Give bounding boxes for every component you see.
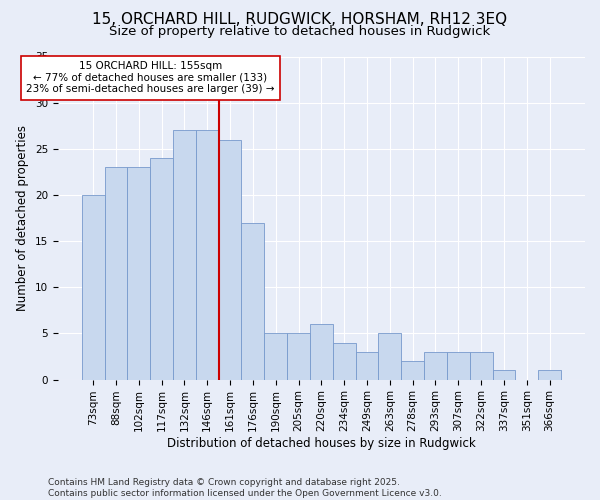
Bar — [447, 352, 470, 380]
Bar — [470, 352, 493, 380]
Bar — [538, 370, 561, 380]
Bar — [287, 334, 310, 380]
Bar — [310, 324, 333, 380]
Bar — [150, 158, 173, 380]
Bar — [356, 352, 379, 380]
Bar — [264, 334, 287, 380]
Bar — [424, 352, 447, 380]
Text: 15 ORCHARD HILL: 155sqm
← 77% of detached houses are smaller (133)
23% of semi-d: 15 ORCHARD HILL: 155sqm ← 77% of detache… — [26, 61, 274, 94]
Bar — [493, 370, 515, 380]
Bar — [241, 222, 264, 380]
Bar — [401, 361, 424, 380]
Bar — [196, 130, 218, 380]
Text: 15, ORCHARD HILL, RUDGWICK, HORSHAM, RH12 3EQ: 15, ORCHARD HILL, RUDGWICK, HORSHAM, RH1… — [92, 12, 508, 28]
Text: Contains HM Land Registry data © Crown copyright and database right 2025.
Contai: Contains HM Land Registry data © Crown c… — [48, 478, 442, 498]
Bar — [379, 334, 401, 380]
Bar — [82, 195, 104, 380]
Bar — [104, 168, 127, 380]
Bar — [333, 342, 356, 380]
Bar — [173, 130, 196, 380]
Text: Size of property relative to detached houses in Rudgwick: Size of property relative to detached ho… — [109, 25, 491, 38]
Bar — [127, 168, 150, 380]
Y-axis label: Number of detached properties: Number of detached properties — [16, 125, 29, 311]
Bar — [218, 140, 241, 380]
X-axis label: Distribution of detached houses by size in Rudgwick: Distribution of detached houses by size … — [167, 437, 476, 450]
